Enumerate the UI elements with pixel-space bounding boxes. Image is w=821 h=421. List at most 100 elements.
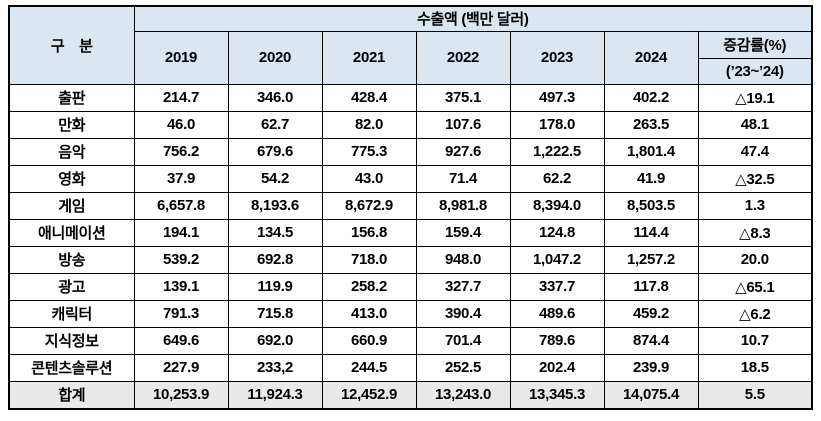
table-row-games: 게임 6,657.8 8,193.6 8,672.9 8,981.8 8,394…: [8, 191, 813, 220]
value-cell: 6,657.8: [133, 191, 229, 220]
category-header-cell: 구 분: [8, 5, 135, 85]
row-label: 게임: [8, 191, 135, 220]
value-cell: 117.8: [603, 272, 699, 301]
value-cell: 134.5: [227, 218, 323, 247]
value-cell: 692.0: [227, 326, 323, 355]
value-cell: 375.1: [415, 83, 511, 112]
table-row-total: 합계 10,253.9 11,924.3 12,452.9 13,243.0 1…: [8, 380, 813, 410]
table-row-film: 영화 37.9 54.2 43.0 71.4 62.2 41.9 △32.5: [8, 164, 813, 193]
table-row-publishing: 출판 214.7 346.0 428.4 375.1 497.3 402.2 △…: [8, 83, 813, 112]
value-cell: 346.0: [227, 83, 323, 112]
table-row-comics: 만화 46.0 62.7 82.0 107.6 178.0 263.5 48.1: [8, 110, 813, 139]
value-cell: 107.6: [415, 110, 511, 139]
value-cell: 8,672.9: [321, 191, 417, 220]
value-cell: 1,222.5: [509, 137, 605, 166]
header-row-group: 구 분 수출액 (백만 달러): [8, 5, 813, 85]
year-header-2021: 2021: [321, 30, 417, 85]
value-cell: 244.5: [321, 353, 417, 382]
table-row-content-solutions: 콘텐츠솔루션 227.9 233,2 244.5 252.5 202.4 239…: [8, 353, 813, 382]
value-cell: 948.0: [415, 245, 511, 274]
change-cell: 20.0: [697, 245, 813, 274]
row-label: 지식정보: [8, 326, 135, 355]
value-cell: 119.9: [227, 272, 323, 301]
change-cell: 18.5: [697, 353, 813, 382]
content-export-table: 구 분 수출액 (백만 달러) 2019 2020 2021 2022 2023…: [8, 5, 814, 410]
value-cell: 402.2: [603, 83, 699, 112]
row-label: 영화: [8, 164, 135, 193]
change-cell: △19.1: [697, 83, 813, 112]
table-row-character: 캐릭터 791.3 715.8 413.0 390.4 489.6 459.2 …: [8, 299, 813, 328]
change-cell: 48.1: [697, 110, 813, 139]
value-cell: 62.2: [509, 164, 605, 193]
total-value-cell: 11,924.3: [227, 380, 323, 410]
change-cell: △65.1: [697, 272, 813, 301]
value-cell: 428.4: [321, 83, 417, 112]
value-cell: 227.9: [133, 353, 229, 382]
header-row-years: 2019 2020 2021 2022 2023 2024 증감률(%): [9, 30, 813, 85]
table-row-music: 음악 756.2 679.6 775.3 927.6 1,222.5 1,801…: [8, 137, 813, 166]
row-label: 콘텐츠솔루션: [8, 353, 135, 382]
value-cell: 252.5: [415, 353, 511, 382]
value-cell: 263.5: [603, 110, 699, 139]
value-cell: 8,193.6: [227, 191, 323, 220]
value-cell: 539.2: [133, 245, 229, 274]
value-cell: 715.8: [227, 299, 323, 328]
table-row-broadcasting: 방송 539.2 692.8 718.0 948.0 1,047.2 1,257…: [8, 245, 813, 274]
change-cell: △8.3: [697, 218, 813, 247]
value-cell: 459.2: [603, 299, 699, 328]
value-cell: 679.6: [227, 137, 323, 166]
row-label: 애니메이션: [8, 218, 135, 247]
value-cell: 82.0: [321, 110, 417, 139]
value-cell: 233,2: [227, 353, 323, 382]
total-change-cell: 5.5: [697, 380, 813, 410]
year-header-2020: 2020: [227, 30, 323, 85]
value-cell: 775.3: [321, 137, 417, 166]
value-cell: 327.7: [415, 272, 511, 301]
value-cell: 789.6: [509, 326, 605, 355]
table-row-advertising: 광고 139.1 119.9 258.2 327.7 337.7 117.8 △…: [8, 272, 813, 301]
value-cell: 8,394.0: [509, 191, 605, 220]
change-cell: 10.7: [697, 326, 813, 355]
change-rate-period: (’23~’24): [697, 57, 813, 85]
value-cell: 756.2: [133, 137, 229, 166]
value-cell: 701.4: [415, 326, 511, 355]
table-row-animation: 애니메이션 194.1 134.5 156.8 159.4 124.8 114.…: [8, 218, 813, 247]
value-cell: 37.9: [133, 164, 229, 193]
row-label: 캐릭터: [8, 299, 135, 328]
total-value-cell: 13,345.3: [509, 380, 605, 410]
value-cell: 874.4: [603, 326, 699, 355]
value-cell: 649.6: [133, 326, 229, 355]
value-cell: 390.4: [415, 299, 511, 328]
total-value-cell: 12,452.9: [321, 380, 417, 410]
value-cell: 202.4: [509, 353, 605, 382]
value-cell: 791.3: [133, 299, 229, 328]
change-rate-header: 증감률(%): [697, 30, 813, 59]
change-cell: 1.3: [697, 191, 813, 220]
value-cell: 692.8: [227, 245, 323, 274]
group-header-cell: 수출액 (백만 달러): [133, 5, 813, 32]
total-label: 합계: [8, 380, 135, 410]
value-cell: 8,981.8: [415, 191, 511, 220]
value-cell: 258.2: [321, 272, 417, 301]
value-cell: 489.6: [509, 299, 605, 328]
row-label: 방송: [8, 245, 135, 274]
total-value-cell: 10,253.9: [133, 380, 229, 410]
value-cell: 62.7: [227, 110, 323, 139]
value-cell: 214.7: [133, 83, 229, 112]
value-cell: 1,801.4: [603, 137, 699, 166]
value-cell: 159.4: [415, 218, 511, 247]
value-cell: 718.0: [321, 245, 417, 274]
year-header-2022: 2022: [415, 30, 511, 85]
value-cell: 124.8: [509, 218, 605, 247]
change-cell: △32.5: [697, 164, 813, 193]
value-cell: 8,503.5: [603, 191, 699, 220]
value-cell: 139.1: [133, 272, 229, 301]
value-cell: 337.7: [509, 272, 605, 301]
row-label: 출판: [8, 83, 135, 112]
value-cell: 194.1: [133, 218, 229, 247]
total-value-cell: 13,243.0: [415, 380, 511, 410]
row-label: 광고: [8, 272, 135, 301]
value-cell: 54.2: [227, 164, 323, 193]
change-cell: △6.2: [697, 299, 813, 328]
